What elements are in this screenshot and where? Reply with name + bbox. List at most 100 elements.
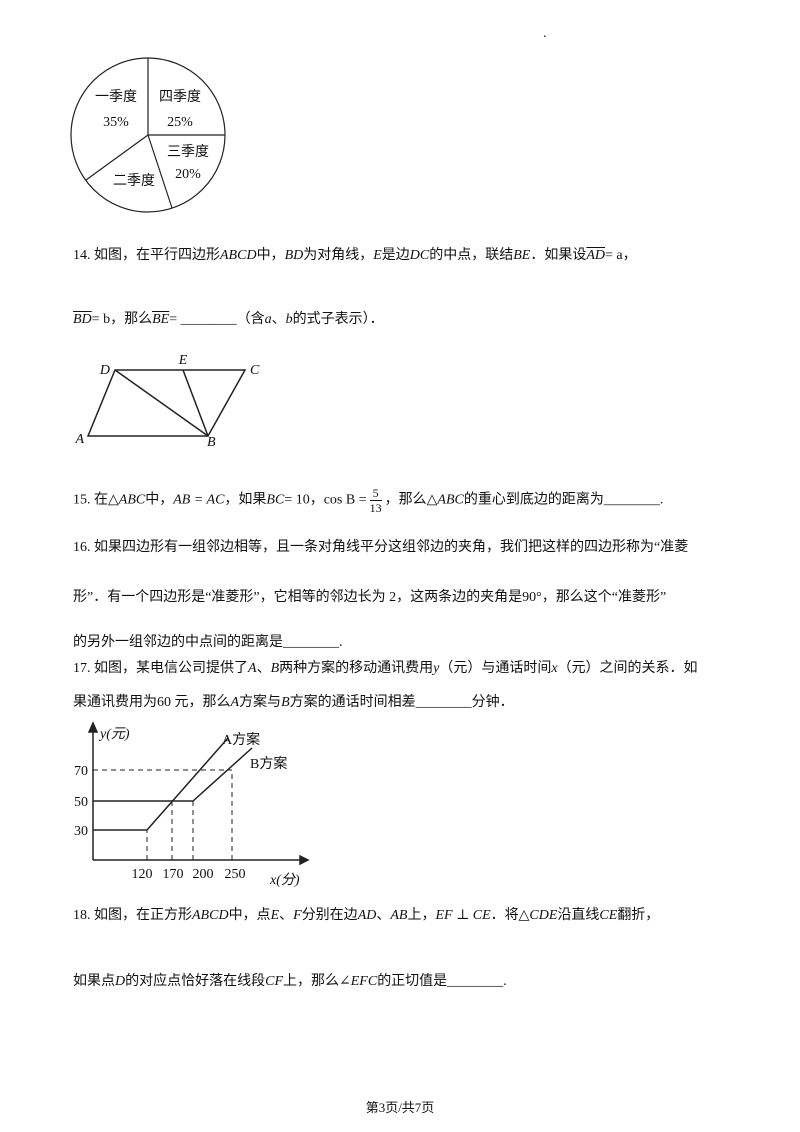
text-segment: BE	[152, 312, 170, 327]
text-segment: 的正切值是________.	[377, 974, 507, 989]
text-segment: 上，那么	[283, 974, 340, 989]
text-segment: B	[270, 661, 280, 676]
text-segment: y	[433, 661, 440, 676]
text-line: 18. 如图，在正方形ABCD中，点E、F分别在边AD、AB上，EF ⊥ CE．…	[73, 906, 659, 926]
text-segment: 的式子表示）．	[292, 312, 384, 327]
text-segment: 沿直线	[557, 908, 600, 923]
header-mark: .	[543, 26, 547, 41]
text-segment: 如果点	[73, 974, 115, 989]
text-segment: = 10，	[284, 492, 324, 508]
text-segment: = a	[605, 248, 623, 263]
pie-divider	[85, 134, 149, 181]
text-segment: 的中点，联结	[429, 248, 514, 263]
pie-figure	[70, 57, 226, 213]
plan-label: A方案	[222, 731, 260, 748]
text-line: 17. 如图，某电信公司提供了A、B两种方案的移动通讯费用y（元）与通话时间x（…	[73, 659, 698, 679]
text-segment: 的对应点恰好落在线段	[125, 974, 266, 989]
text-segment: 16. 如果四边形有一组邻边相等，且一条对角线平分这组邻边的夹角，我们把这样的四…	[73, 540, 689, 555]
text-segment: CE	[599, 908, 618, 923]
text-segment: 、	[256, 661, 271, 676]
text-segment: 中，	[145, 492, 174, 508]
plan-b-line	[93, 747, 253, 802]
text-segment: AB	[390, 908, 408, 923]
text-segment: a	[264, 312, 272, 327]
x-tick-label: 200	[193, 867, 214, 882]
x-axis-label: x(分)	[269, 872, 300, 888]
text-line: 形”．有一个四边形是“准菱形”，它相等的邻边长为 2，这两条边的夹角是90°，那…	[73, 588, 666, 608]
text-segment: （元）之间的关系．如	[557, 661, 698, 676]
text-segment: 、	[376, 908, 391, 923]
text-segment: ，如果	[224, 492, 267, 508]
slice-name: 三季度	[167, 144, 209, 160]
text-segment: ABC	[118, 492, 146, 508]
text-segment: △CDE	[518, 908, 558, 923]
text-segment: = ________	[169, 312, 237, 327]
text-segment: BD	[284, 248, 304, 263]
x-tick-label: 250	[225, 867, 246, 882]
slice-label: 20%	[175, 167, 201, 182]
text-segment: ．如果设	[530, 248, 587, 263]
text-segment: 中，点	[228, 908, 271, 923]
text-segment: 为对角线，	[303, 248, 374, 263]
y-tick-label: 70	[74, 764, 88, 779]
text-line: 14. 如图，在平行四边形ABCD中，BD为对角线，E是边DC的中点，联结BE．…	[73, 246, 637, 266]
text-segment: 是边	[381, 248, 410, 263]
slice-name: 四季度	[159, 89, 201, 105]
text-segment: 、	[279, 908, 294, 923]
parallelogram-outline	[86, 369, 247, 437]
footer: 第3页/共7页	[365, 1100, 435, 1115]
text-segment: 分别在边	[301, 908, 358, 923]
pie-divider	[147, 134, 173, 209]
denominator: 13	[369, 501, 382, 515]
text-segment: 18. 如图，在正方形	[73, 908, 192, 923]
text-segment: ABCD	[220, 248, 257, 263]
text-segment: BD	[73, 312, 92, 327]
text-segment: 形”．有一个四边形是“准菱形”，它相等的邻边长为 2，这两条边的夹角是	[73, 590, 523, 605]
text-segment: 翻折，	[617, 908, 660, 923]
fraction: 5 13	[369, 486, 382, 515]
text-line: 16. 如果四边形有一组邻边相等，且一条对角线平分这组邻边的夹角，我们把这样的四…	[73, 538, 688, 558]
numerator: 5	[369, 486, 382, 501]
segment-be	[182, 369, 209, 437]
slice-name: 二季度	[113, 173, 155, 189]
text-segment: （含	[236, 312, 265, 327]
text-segment: E	[373, 248, 382, 263]
text-segment: 两种方案的移动通讯费用	[279, 661, 434, 676]
text-segment: 方案的通话时间相差________分钟．	[289, 695, 514, 710]
text-segment: x	[551, 661, 558, 676]
text-segment: ABC	[437, 492, 464, 508]
text-segment: AD	[586, 248, 606, 263]
x-arrow	[299, 854, 310, 866]
text-segment: ．将	[490, 908, 519, 923]
text-line: BD= b，那么BE= ________（含a、b的式子表示）．	[73, 310, 384, 330]
text-segment: 17. 如图，某电信公司提供了	[73, 661, 248, 676]
text-segment: ∠EFC	[339, 974, 378, 989]
text-segment: 上，	[407, 908, 436, 923]
point-label: E	[178, 353, 188, 368]
slice-label: 35%	[103, 115, 129, 130]
text-line: 果通讯费用为60 元，那么A方案与B方案的通话时间相差________分钟．	[73, 693, 514, 713]
cost-figure	[87, 721, 310, 866]
y-tick-label: 50	[74, 795, 88, 810]
plan-a-line	[93, 737, 229, 831]
parallelogram	[86, 369, 247, 437]
text-segment: AD	[357, 908, 377, 923]
text-segment: DC	[409, 248, 430, 263]
y-arrow	[87, 721, 99, 733]
point-label: D	[99, 363, 110, 378]
text-segment: 果通讯费用为60 元，那么	[73, 695, 231, 710]
text-segment: cos B =	[323, 492, 367, 508]
text-segment: A	[248, 661, 257, 676]
text-line: 15. 在△ABC中，AB = AC，如果BC= 10，cos B = 5 13 ，那…	[73, 486, 663, 515]
text-segment: CF	[265, 974, 284, 989]
text-segment: 的另外一组邻边的中点间的距离是________.	[73, 635, 343, 650]
text-segment: F	[293, 908, 302, 923]
x-tick-label: 170	[163, 867, 184, 882]
point-label: B	[207, 435, 216, 450]
text-segment: 90°	[522, 590, 542, 605]
text-segment: = b	[91, 312, 111, 327]
text-segment: 中，	[256, 248, 285, 263]
text-segment: ，那么△	[384, 492, 438, 508]
